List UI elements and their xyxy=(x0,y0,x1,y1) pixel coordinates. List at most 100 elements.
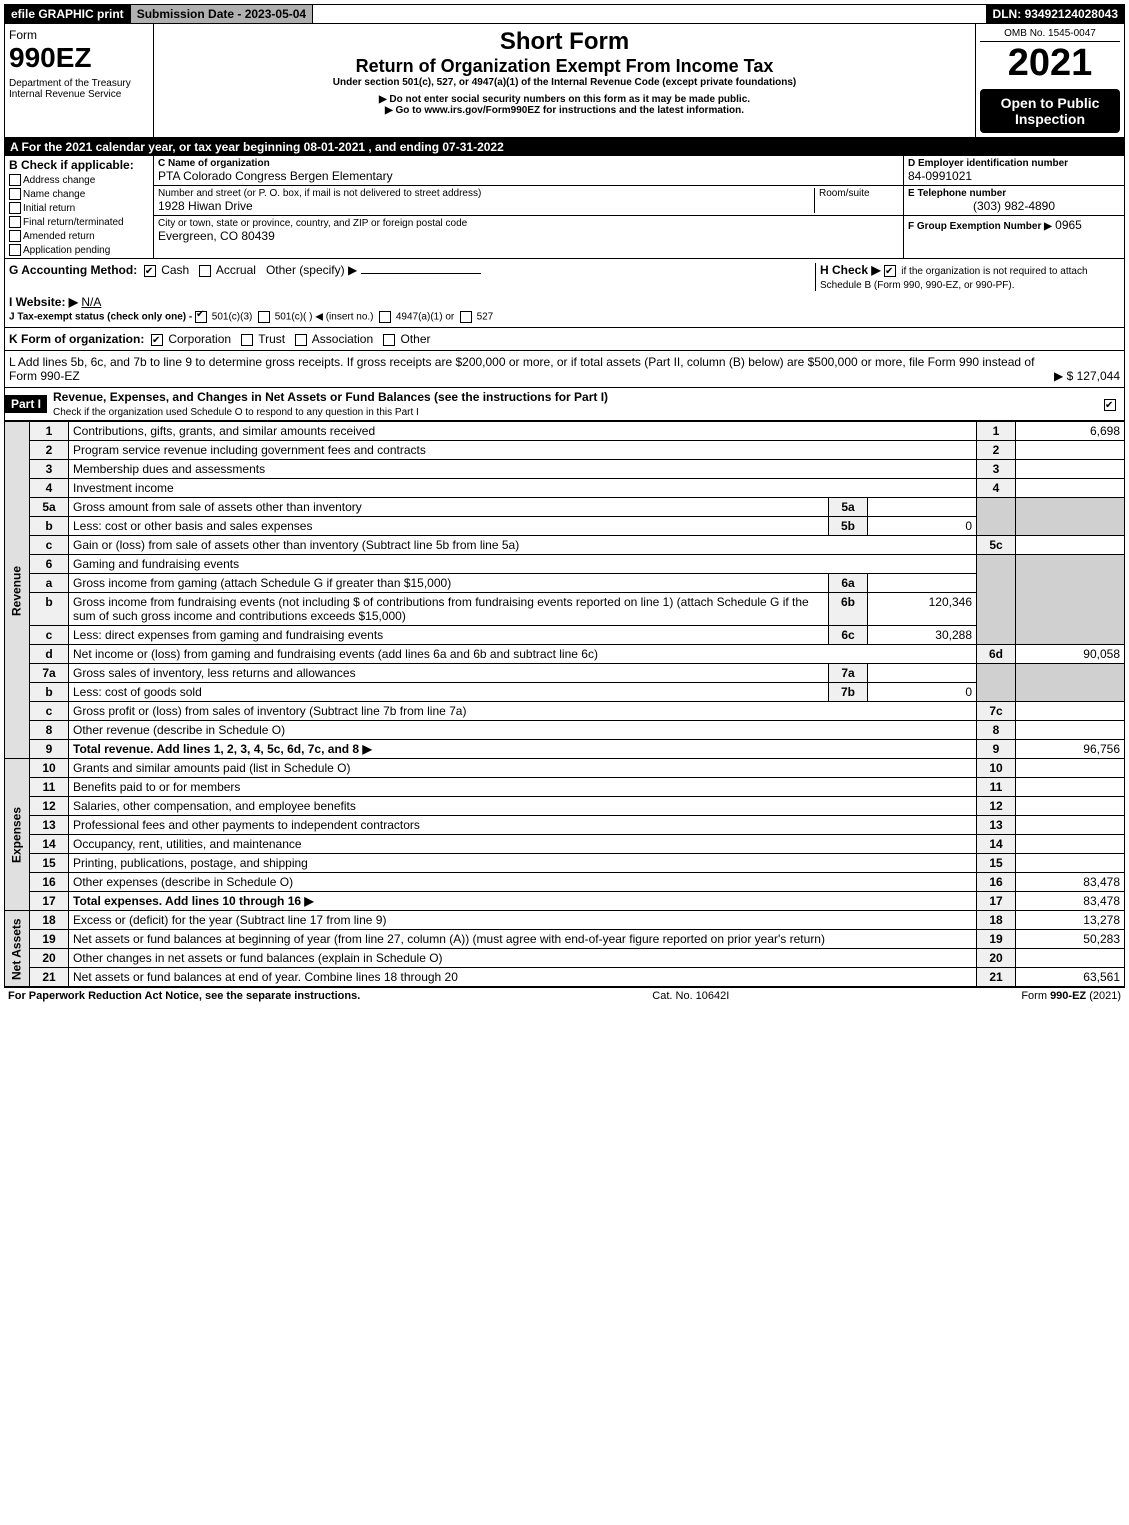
cb-address[interactable]: Address change xyxy=(9,172,149,186)
k-line: K Form of organization: Corporation Trus… xyxy=(4,328,1125,351)
line-8-rn: 8 xyxy=(977,721,1016,740)
line-6c-sa: 30,288 xyxy=(868,626,977,645)
f-label: F Group Exemption Number ▶ xyxy=(908,221,1052,232)
cb-schedule-b[interactable] xyxy=(884,265,896,277)
j-501c3: 501(c)(3) xyxy=(212,312,253,323)
line-8-amt xyxy=(1016,721,1125,740)
dln: DLN: 93492124028043 xyxy=(987,5,1124,23)
shade-7b xyxy=(1016,664,1125,702)
line-4-text: Investment income xyxy=(69,479,977,498)
e-label: E Telephone number xyxy=(908,188,1120,199)
l-value: ▶ $ 127,044 xyxy=(1046,369,1120,383)
line-3-num: 3 xyxy=(30,460,69,479)
cb-501c[interactable] xyxy=(258,311,270,323)
cb-initial[interactable]: Initial return xyxy=(9,200,149,214)
line-13-rn: 13 xyxy=(977,816,1016,835)
line-19-amt: 50,283 xyxy=(1016,930,1125,949)
part-i-check-text: Check if the organization used Schedule … xyxy=(53,407,419,418)
line-16-num: 16 xyxy=(30,873,69,892)
dln-value: 93492124028043 xyxy=(1025,7,1118,21)
line-3-text: Membership dues and assessments xyxy=(69,460,977,479)
h-label: H Check ▶ xyxy=(820,263,881,277)
website[interactable]: N/A xyxy=(81,295,101,309)
line-13-num: 13 xyxy=(30,816,69,835)
header-center: Short Form Return of Organization Exempt… xyxy=(154,24,976,137)
line-9-rn: 9 xyxy=(977,740,1016,759)
line-17-rn: 17 xyxy=(977,892,1016,911)
submission-date: Submission Date - 2023-05-04 xyxy=(131,5,313,23)
cb-schedule-o[interactable] xyxy=(1104,399,1116,411)
cb-amended[interactable]: Amended return xyxy=(9,228,149,242)
line-7c-rn: 7c xyxy=(977,702,1016,721)
line-7b-num: b xyxy=(30,683,69,702)
k-trust: Trust xyxy=(258,332,285,346)
cb-final[interactable]: Final return/terminated xyxy=(9,214,149,228)
open-public-inspection: Open to Public Inspection xyxy=(980,89,1120,133)
line-1-text: Contributions, gifts, grants, and simila… xyxy=(69,422,977,441)
g-other: Other (specify) ▶ xyxy=(266,263,357,277)
line-10-num: 10 xyxy=(30,759,69,778)
line-14-text: Occupancy, rent, utilities, and maintena… xyxy=(69,835,977,854)
line-18-num: 18 xyxy=(30,911,69,930)
cb-4947[interactable] xyxy=(379,311,391,323)
k-other: Other xyxy=(401,332,431,346)
line-6d-amt: 90,058 xyxy=(1016,645,1125,664)
shade-6 xyxy=(977,555,1016,645)
line-7c-amt xyxy=(1016,702,1125,721)
other-specify-input[interactable] xyxy=(361,273,481,274)
cb-pending[interactable]: Application pending xyxy=(9,242,149,256)
efile-print[interactable]: efile GRAPHIC print xyxy=(5,5,131,23)
cb-527[interactable] xyxy=(460,311,472,323)
line-5a-sa xyxy=(868,498,977,517)
form-word: Form xyxy=(9,28,149,42)
line-6c-num: c xyxy=(30,626,69,645)
line-20-amt xyxy=(1016,949,1125,968)
dept-treasury: Department of the Treasury xyxy=(9,78,149,89)
goto-link[interactable]: ▶ Go to www.irs.gov/Form990EZ for instru… xyxy=(162,105,967,116)
form-number: 990EZ xyxy=(9,42,149,74)
line-13-amt xyxy=(1016,816,1125,835)
line-5a-sn: 5a xyxy=(829,498,868,517)
line-5b-sa: 0 xyxy=(868,517,977,536)
line-6d-num: d xyxy=(30,645,69,664)
cb-cash[interactable] xyxy=(144,265,156,277)
cb-assoc[interactable] xyxy=(295,334,307,346)
line-6b-sa: 120,346 xyxy=(868,593,977,626)
line-9-amt: 96,756 xyxy=(1016,740,1125,759)
line-18-amt: 13,278 xyxy=(1016,911,1125,930)
line-1-rn: 1 xyxy=(977,422,1016,441)
j-501c: 501(c)( ) ◀ (insert no.) xyxy=(275,312,374,323)
line-1-amt: 6,698 xyxy=(1016,422,1125,441)
line-a: A For the 2021 calendar year, or tax yea… xyxy=(4,138,1125,156)
c-label: C Name of organization xyxy=(158,158,899,169)
line-8-text: Other revenue (describe in Schedule O) xyxy=(69,721,977,740)
line-15-text: Printing, publications, postage, and shi… xyxy=(69,854,977,873)
shade-6b xyxy=(1016,555,1125,645)
line-7b-sn: 7b xyxy=(829,683,868,702)
line-2-rn: 2 xyxy=(977,441,1016,460)
line-6b-num: b xyxy=(30,593,69,626)
line-14-num: 14 xyxy=(30,835,69,854)
cb-accrual[interactable] xyxy=(199,265,211,277)
line-6b-sn: 6b xyxy=(829,593,868,626)
line-6a-sn: 6a xyxy=(829,574,868,593)
line-4-amt xyxy=(1016,479,1125,498)
line-21-num: 21 xyxy=(30,968,69,987)
line-6b-text: Gross income from fundraising events (no… xyxy=(69,593,829,626)
main-title: Return of Organization Exempt From Incom… xyxy=(162,56,967,77)
line-16-text: Other expenses (describe in Schedule O) xyxy=(69,873,977,892)
cb-name[interactable]: Name change xyxy=(9,186,149,200)
cb-501c3[interactable] xyxy=(195,311,207,323)
cb-corp[interactable] xyxy=(151,334,163,346)
line-18-rn: 18 xyxy=(977,911,1016,930)
line-8-num: 8 xyxy=(30,721,69,740)
g-accrual: Accrual xyxy=(216,263,256,277)
line-7a-sa xyxy=(868,664,977,683)
line-7b-text: Less: cost of goods sold xyxy=(69,683,829,702)
j-527: 527 xyxy=(477,312,494,323)
cb-trust[interactable] xyxy=(241,334,253,346)
line-5b-sn: 5b xyxy=(829,517,868,536)
cb-other-org[interactable] xyxy=(383,334,395,346)
line-11-text: Benefits paid to or for members xyxy=(69,778,977,797)
k-label: K Form of organization: xyxy=(9,332,144,346)
